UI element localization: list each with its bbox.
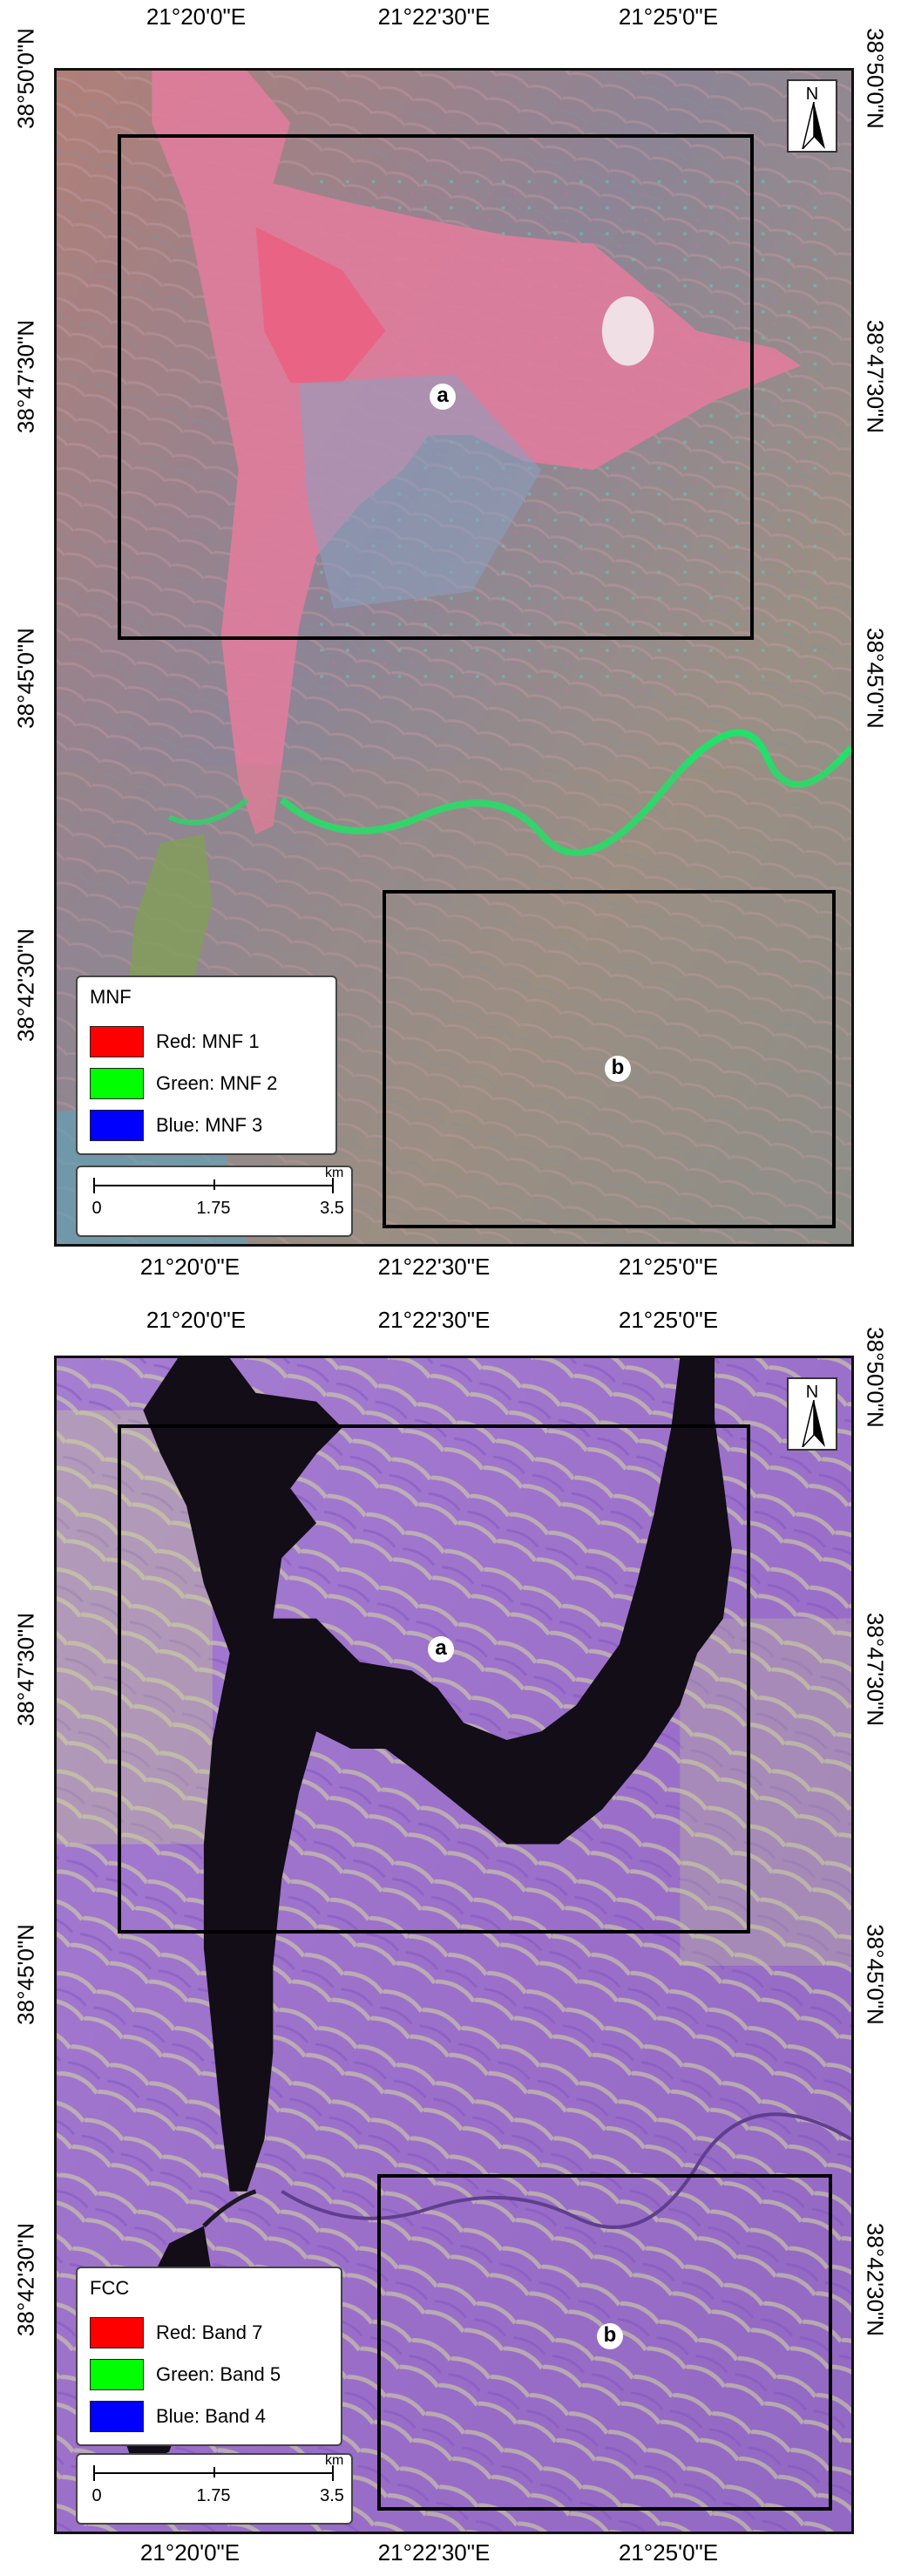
legend-item-blue: Blue: MNF 3 — [90, 1110, 262, 1141]
top-lon-tick-1: 21°20'0"E — [146, 3, 247, 30]
scale-unit: km — [325, 1166, 344, 1180]
marker-a: a — [430, 384, 456, 410]
legend-swatch-red — [90, 2317, 144, 2348]
fcc-satellite-image: a b N FCC Red: Band 7 Green: Band 5 Blue… — [54, 1356, 854, 2534]
scale-bar: 0 1.75 3.5 km — [76, 1166, 353, 1237]
legend-item-red: Red: Band 7 — [90, 2317, 262, 2348]
legend-title: FCC — [90, 2277, 130, 2299]
scale-tick — [213, 2467, 215, 2477]
marker-a: a — [428, 1636, 454, 1662]
legend-label-red: Red: MNF 1 — [156, 1030, 260, 1052]
north-arrow-icon — [802, 102, 825, 149]
top-lat-left-4: 38°42'30"N — [12, 928, 39, 1043]
top-lat-right-4: 38°42'30"N — [862, 2222, 889, 2337]
top-lat-left-2: 38°47'30"N — [12, 319, 39, 434]
study-area-box-a — [118, 134, 754, 640]
legend-item-red: Red: MNF 1 — [90, 1026, 260, 1057]
legend-label-blue: Blue: MNF 3 — [156, 1114, 263, 1136]
mnf-map-panel: 21°20'0"E 21°22'30"E 21°25'0"E 38°50'0"N… — [12, 3, 889, 1280]
legend-label-red: Red: Band 7 — [156, 2321, 263, 2343]
legend-swatch-red — [90, 1026, 144, 1057]
legend-swatch-green — [90, 1068, 144, 1099]
legend-swatch-green — [90, 2359, 144, 2390]
north-arrow: N — [787, 1377, 837, 1451]
legend-title: MNF — [90, 986, 132, 1008]
legend-label-green: Green: MNF 2 — [156, 1072, 278, 1094]
legend-item-green: Green: Band 5 — [90, 2359, 281, 2390]
scale-tick — [213, 1179, 215, 1190]
top-lat-right-3: 38°45'0"N — [862, 1924, 889, 2025]
top-lat-left-3: 38°45'0"N — [12, 628, 39, 729]
scale-label-0: 0 — [91, 2486, 102, 2505]
top-lat-right-1: 38°50'0"N — [862, 28, 889, 129]
top-lon-tick-3: 21°25'0"E — [618, 3, 719, 30]
scale-label-mid: 1.75 — [196, 2486, 231, 2505]
legend-swatch-blue — [90, 1110, 144, 1141]
mnf-legend: MNF Red: MNF 1 Green: MNF 2 Blue: MNF 3 — [76, 975, 337, 1155]
scale-tick — [93, 2465, 95, 2481]
top-lat-right-3: 38°45'0"N — [862, 628, 889, 729]
scale-bar: 0 1.75 3.5 km — [76, 2453, 353, 2525]
scale-label-mid: 1.75 — [196, 1199, 231, 1218]
top-lat-right-2: 38°47'30"N — [862, 1612, 889, 1727]
study-area-box-b — [377, 2174, 832, 2511]
north-label: N — [805, 1383, 819, 1402]
scale-label-max: 3.5 — [320, 1199, 344, 1218]
legend-item-blue: Blue: Band 4 — [90, 2401, 266, 2432]
top-lon-tick-1: 21°20'0"E — [146, 1307, 247, 1333]
legend-swatch-blue — [90, 2401, 144, 2432]
fcc-imagery — [57, 1358, 851, 2532]
top-lon-tick-3: 21°25'0"E — [618, 1307, 719, 1333]
bottom-lon-tick-1: 21°20'0"E — [139, 2539, 240, 2566]
legend-label-green: Green: Band 5 — [156, 2363, 281, 2385]
bottom-lon-tick-2: 21°22'30"E — [377, 1254, 491, 1280]
study-area-box-a — [118, 1424, 750, 1934]
bottom-lon-tick-1: 21°20'0"E — [139, 1254, 240, 1280]
marker-b: b — [605, 1056, 631, 1082]
top-lon-tick-2: 21°22'30"E — [377, 1307, 491, 1333]
scale-tick — [93, 1178, 95, 1193]
north-label: N — [805, 85, 819, 104]
top-lat-left-1: 38°47'30"N — [12, 1612, 39, 1727]
north-arrow: N — [787, 79, 837, 153]
legend-item-green: Green: MNF 2 — [90, 1068, 277, 1099]
study-area-box-b — [383, 890, 836, 1228]
bottom-lon-tick-3: 21°25'0"E — [618, 2539, 719, 2566]
top-lat-right-1: 38°50'0"N — [862, 1327, 889, 1428]
scale-label-max: 3.5 — [320, 2486, 344, 2505]
mnf-imagery — [57, 71, 851, 1244]
bottom-lon-tick-2: 21°22'30"E — [377, 2539, 491, 2566]
top-lat-left-3: 38°42'30"N — [12, 2222, 39, 2337]
fcc-map-panel: 21°20'0"E 21°22'30"E 21°25'0"E 38°47'30"… — [0, 1295, 901, 2576]
top-lat-right-2: 38°47'30"N — [862, 319, 889, 434]
marker-b: b — [597, 2323, 623, 2349]
top-lon-tick-2: 21°22'30"E — [377, 3, 491, 30]
scale-unit: km — [325, 2453, 344, 2468]
scale-tick — [332, 2465, 334, 2481]
fcc-legend: FCC Red: Band 7 Green: Band 5 Blue: Band… — [76, 2267, 342, 2446]
legend-label-blue: Blue: Band 4 — [156, 2405, 266, 2427]
top-lat-left-2: 38°45'0"N — [12, 1924, 39, 2025]
bottom-lon-tick-3: 21°25'0"E — [618, 1254, 719, 1280]
top-lat-left-1: 38°50'0"N — [12, 28, 39, 129]
mnf-satellite-image: a b N MNF Red: MNF 1 Green: MNF 2 Blue: … — [54, 68, 854, 1247]
scale-tick — [332, 1178, 334, 1193]
scale-label-0: 0 — [91, 1199, 102, 1218]
north-arrow-icon — [802, 1400, 825, 1447]
